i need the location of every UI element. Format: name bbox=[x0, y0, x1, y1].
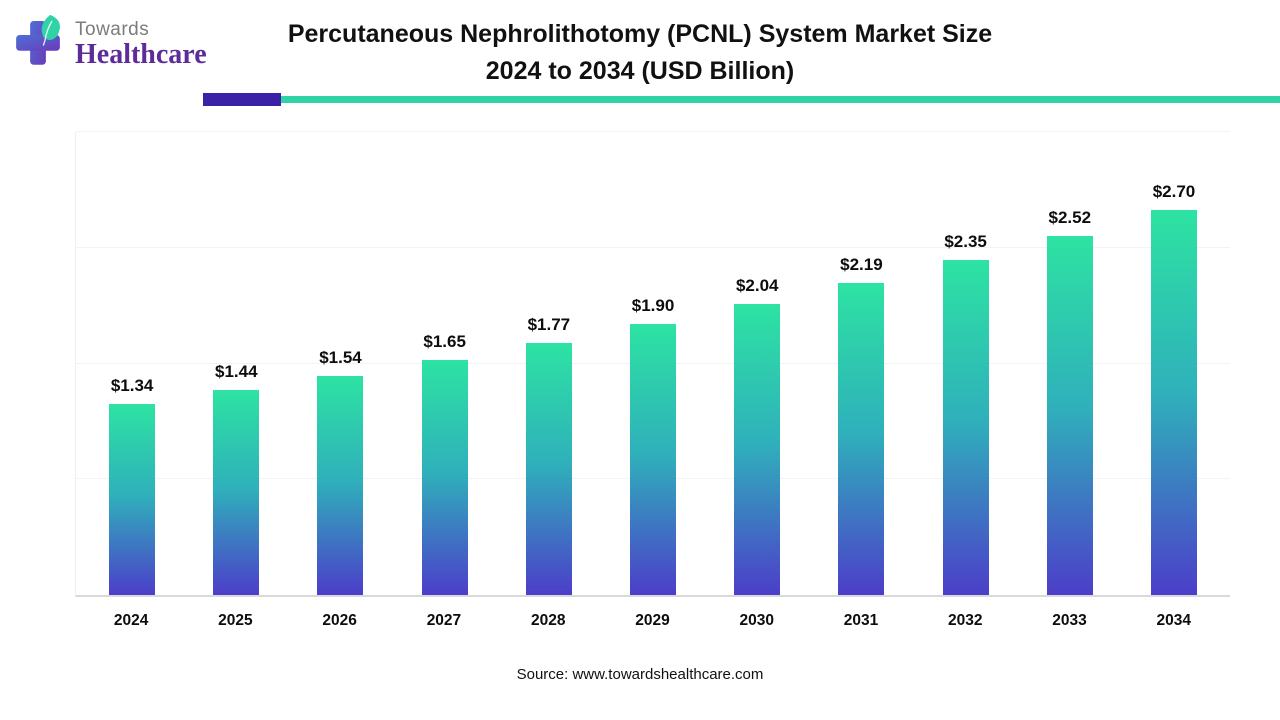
gridline bbox=[76, 131, 1230, 132]
gridline bbox=[76, 246, 1230, 248]
x-axis-label-2034: 2034 bbox=[1156, 612, 1192, 629]
x-axis-label-2031: 2031 bbox=[843, 612, 879, 629]
x-axis-label-2024: 2024 bbox=[113, 612, 149, 629]
header: Towards Healthcare Percutaneous Nephroli… bbox=[0, 0, 1280, 92]
bar-2032 bbox=[942, 260, 989, 595]
divider-purple-segment bbox=[203, 92, 281, 106]
bar-2027 bbox=[421, 359, 468, 595]
bar-group-2031: $2.19 bbox=[809, 132, 913, 595]
bar-value-label-2028: $1.77 bbox=[527, 314, 571, 334]
bar-group-2032: $2.35 bbox=[914, 132, 1018, 595]
brand-wordmark: Towards Healthcare bbox=[75, 18, 207, 70]
bar-value-label-2025: $1.44 bbox=[215, 361, 258, 381]
bar-value-label-2027: $1.65 bbox=[423, 331, 466, 351]
bar-value-label-2029: $1.90 bbox=[631, 296, 675, 316]
bar-group-2025: $1.44 bbox=[184, 132, 288, 595]
bar-2025 bbox=[213, 389, 260, 595]
divider-teal-segment bbox=[281, 95, 1280, 103]
x-axis-label-2029: 2029 bbox=[635, 612, 670, 629]
bar-value-label-2034: $2.70 bbox=[1152, 182, 1196, 202]
medical-cross-leaf-icon bbox=[10, 14, 66, 75]
x-axis-label-2025: 2025 bbox=[218, 612, 253, 629]
bar-group-2034: $2.70 bbox=[1122, 132, 1226, 595]
bar-2024 bbox=[109, 404, 156, 595]
bar-value-label-2026: $1.54 bbox=[319, 347, 362, 367]
brand-name-towards: Towards bbox=[75, 18, 150, 40]
bar-2030 bbox=[734, 304, 781, 595]
bar-group-2030: $2.04 bbox=[705, 132, 809, 595]
x-axis-label-2030: 2030 bbox=[739, 612, 774, 629]
chart-title-line1: Percutaneous Nephrolithotomy (PCNL) Syst… bbox=[287, 20, 993, 48]
bar-group-2029: $1.90 bbox=[601, 132, 705, 595]
bar-value-label-2030: $2.04 bbox=[735, 276, 779, 296]
plot-area: $1.34 $1.44 $1.54 $1.65 $1.77 $1.90 $2.04 $2.19… bbox=[75, 131, 1230, 597]
x-axis-label-2033: 2033 bbox=[1052, 612, 1087, 629]
bar-chart: $1.34 $1.44 $1.54 $1.65 $1.77 $1.90 $2.04 $2.19… bbox=[75, 131, 1230, 630]
chart-title: Percutaneous Nephrolithotomy (PCNL) Syst… bbox=[0, 0, 1280, 90]
x-axis-label-2026: 2026 bbox=[322, 612, 357, 629]
bar-group-2028: $1.77 bbox=[497, 132, 601, 595]
bar-2034 bbox=[1150, 210, 1197, 595]
bar-2031 bbox=[838, 283, 885, 595]
x-axis: 2024 2025 2026 2027 2028 2029 2030 2031 2032 2033… bbox=[75, 612, 1230, 630]
bar-2026 bbox=[317, 375, 364, 595]
bar-2033 bbox=[1046, 236, 1093, 595]
x-axis-label-2027: 2027 bbox=[426, 612, 462, 629]
x-axis-label-2028: 2028 bbox=[530, 612, 566, 629]
brand-logo: Towards Healthcare bbox=[10, 14, 207, 75]
bar-group-2026: $1.54 bbox=[288, 132, 392, 595]
bar-value-label-2033: $2.52 bbox=[1048, 208, 1092, 227]
bar-2029 bbox=[630, 324, 677, 595]
title-divider bbox=[203, 92, 1280, 106]
chart-title-line2: 2024 to 2034 (USD Billion) bbox=[485, 57, 795, 85]
bar-value-label-2031: $2.19 bbox=[840, 255, 883, 275]
bar-value-label-2032: $2.35 bbox=[944, 232, 987, 252]
footer: Source: www.towardshealthcare.com bbox=[0, 666, 1280, 683]
source-text: Source: www.towardshealthcare.com bbox=[516, 666, 764, 683]
bar-group-2024: $1.34 bbox=[80, 132, 184, 595]
brand-name-healthcare: Healthcare bbox=[75, 38, 207, 70]
bar-2028 bbox=[525, 342, 572, 595]
x-axis-label-2032: 2032 bbox=[948, 612, 983, 629]
bar-group-2033: $2.52 bbox=[1018, 132, 1122, 595]
bar-value-label-2024: $1.34 bbox=[110, 376, 154, 396]
bar-group-2027: $1.65 bbox=[393, 132, 497, 595]
